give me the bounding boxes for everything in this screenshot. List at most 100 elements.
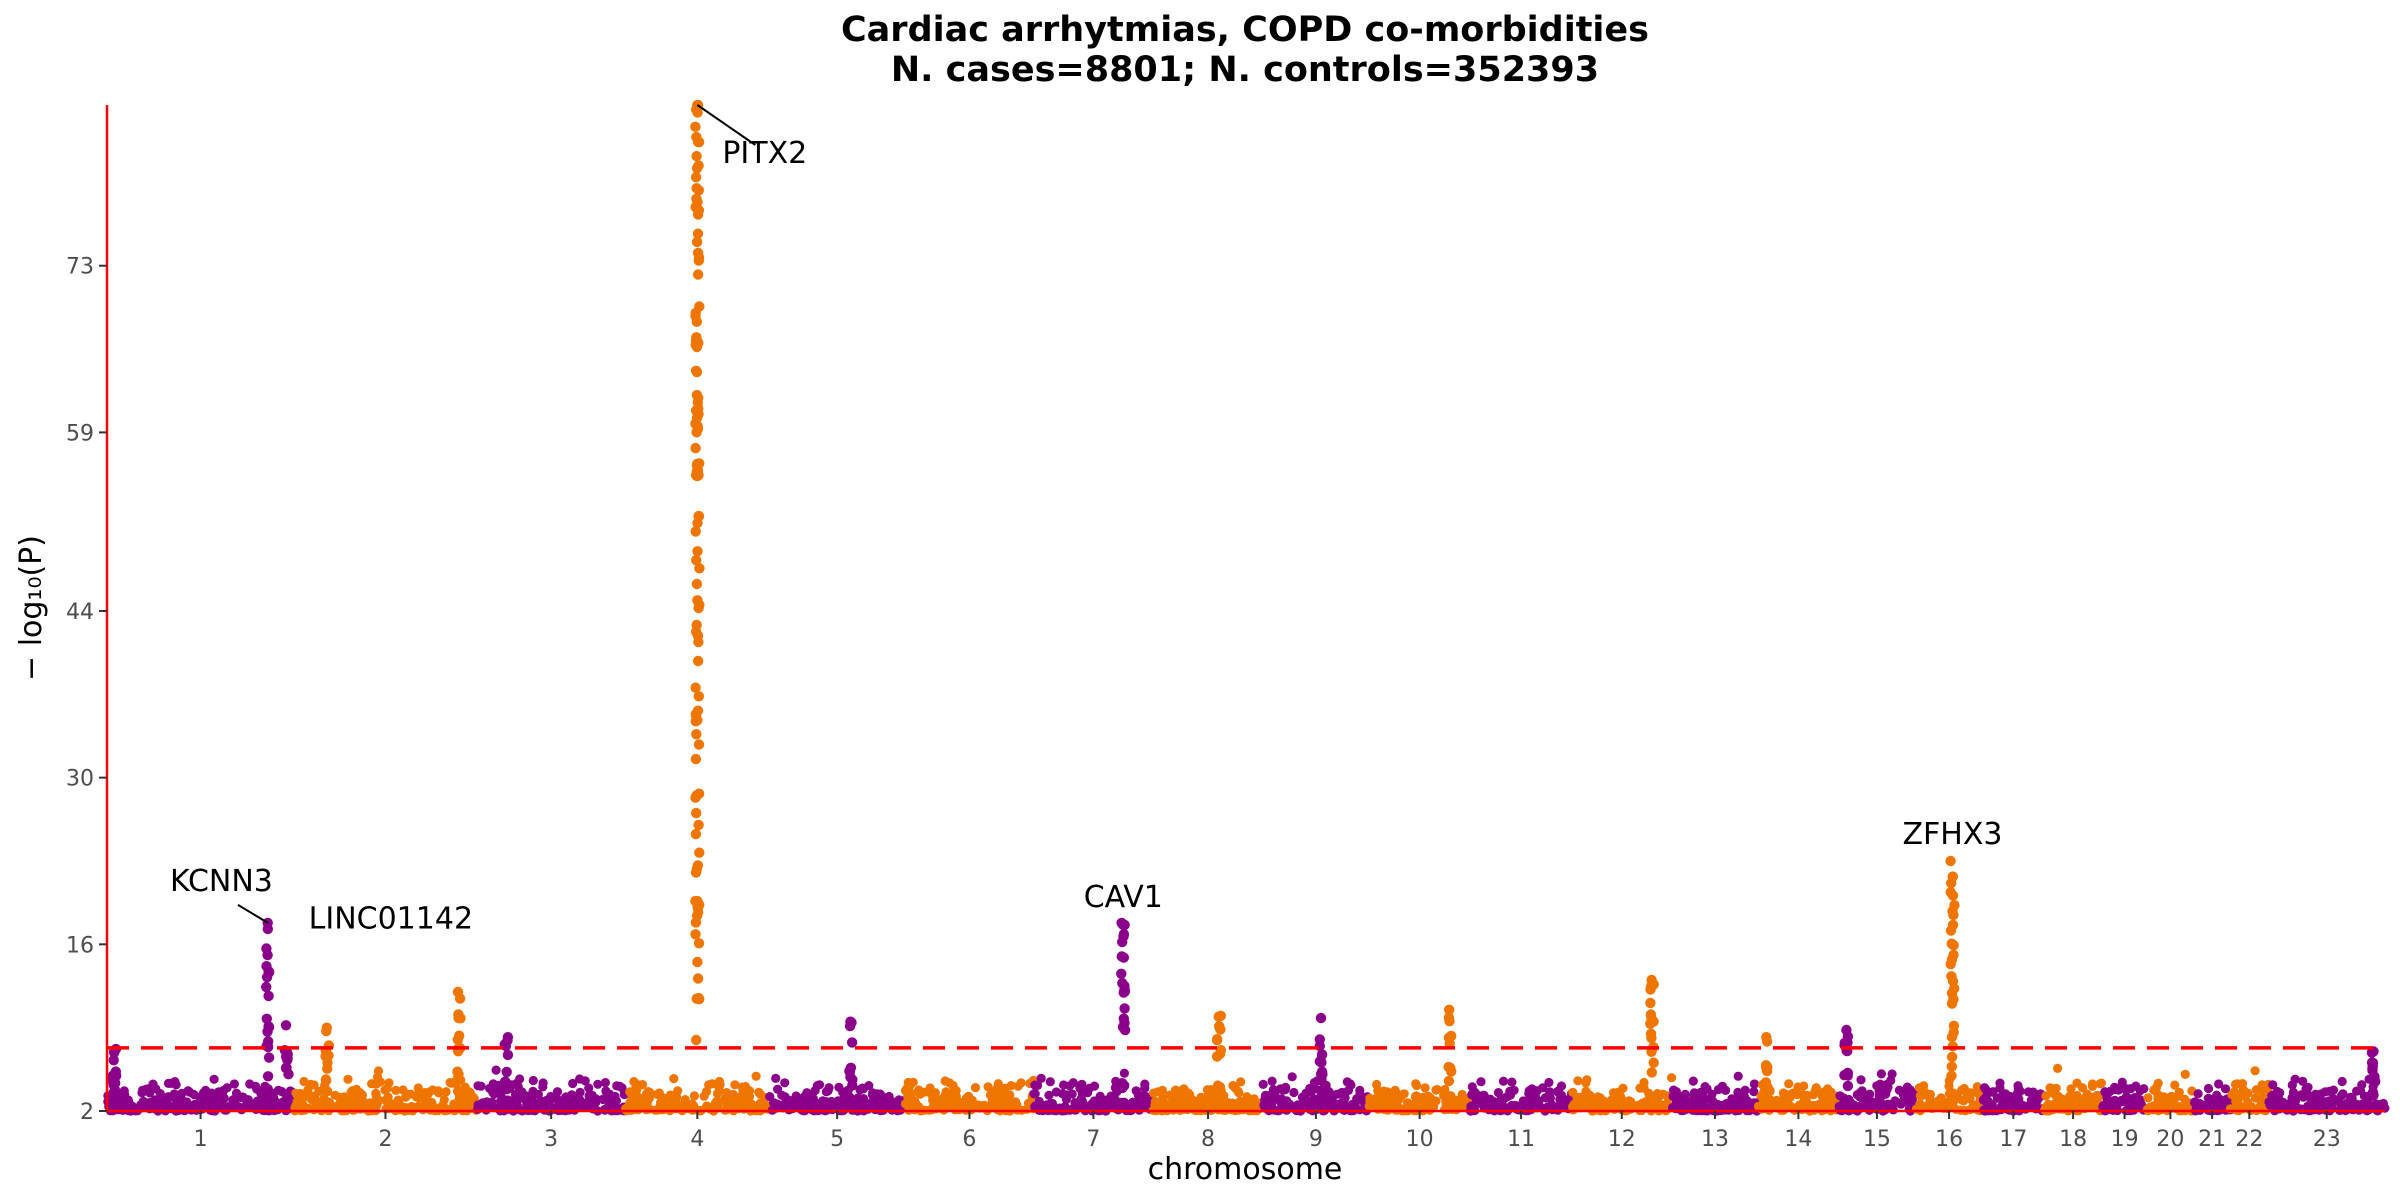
- snp-point: [926, 1086, 936, 1096]
- snp-point: [1544, 1077, 1554, 1088]
- snp-point: [1337, 1104, 1347, 1114]
- snp-point: [1140, 1079, 1150, 1089]
- snp-point: [2362, 1097, 2372, 1107]
- snp-point: [1688, 1076, 1698, 1086]
- snp-point: [1727, 1094, 1737, 1104]
- snp-point: [780, 1078, 790, 1088]
- snp-point: [393, 1095, 403, 1105]
- snp-point: [1948, 1020, 1960, 1031]
- snp-point: [693, 136, 705, 148]
- snp-point: [1287, 1072, 1297, 1082]
- x-tick-label: 10: [1406, 1127, 1434, 1152]
- snp-point: [1702, 1084, 1712, 1094]
- snp-point: [2352, 1086, 2362, 1096]
- snp-point: [691, 163, 703, 174]
- snp-point: [1212, 1093, 1224, 1104]
- snp-point: [847, 1080, 858, 1091]
- snp-point: [1759, 1078, 1770, 1090]
- gene-label: CAV1: [1084, 880, 1163, 915]
- snp-point: [1856, 1075, 1866, 1085]
- snp-point: [1992, 1093, 2003, 1103]
- snp-point: [169, 1089, 179, 1099]
- snp-point: [502, 1049, 514, 1061]
- snp-point: [2343, 1098, 2353, 1108]
- snp-point: [1733, 1071, 1743, 1081]
- snp-point: [1613, 1087, 1623, 1097]
- snp-point: [1645, 1018, 1656, 1029]
- snp-point: [2130, 1092, 2140, 1103]
- snp-point: [1432, 1085, 1442, 1095]
- snp-point: [2324, 1086, 2334, 1096]
- snp-point: [2041, 1091, 2051, 1101]
- snp-point: [1532, 1086, 1542, 1096]
- snp-point: [1949, 900, 1960, 911]
- snp-point: [1443, 1032, 1455, 1044]
- snp-point: [1119, 1068, 1129, 1078]
- snp-point: [931, 1096, 942, 1106]
- snp-point: [1857, 1086, 1867, 1096]
- snp-point: [845, 1062, 857, 1074]
- snp-point: [2366, 1057, 2378, 1068]
- snp-point: [251, 1081, 261, 1091]
- snp-point: [119, 1086, 129, 1096]
- snp-point: [261, 1085, 272, 1096]
- snp-point: [1095, 1091, 1105, 1101]
- snp-point: [1947, 890, 1959, 901]
- snp-point: [482, 1097, 492, 1107]
- snp-point: [1182, 1102, 1192, 1112]
- snp-point: [1823, 1084, 1833, 1094]
- snp-point: [513, 1081, 523, 1091]
- snp-point: [1817, 1104, 1827, 1114]
- snp-point: [2117, 1077, 2127, 1087]
- snp-point: [740, 1093, 751, 1104]
- snp-point: [2335, 1105, 2345, 1115]
- snp-point: [663, 1099, 673, 1109]
- snp-point: [1153, 1087, 1163, 1097]
- snp-point: [145, 1097, 155, 1107]
- snp-point: [568, 1078, 578, 1089]
- snp-point: [2153, 1089, 2163, 1099]
- snp-point: [2023, 1087, 2033, 1097]
- snp-point: [994, 1099, 1004, 1110]
- gene-label: ZFHX3: [1902, 817, 2002, 852]
- snp-point: [669, 1074, 679, 1084]
- snp-point: [217, 1089, 227, 1099]
- snp-point: [2193, 1089, 2203, 1099]
- snp-point: [1030, 1089, 1040, 1099]
- snp-point: [1902, 1082, 1912, 1092]
- snp-point: [654, 1088, 664, 1098]
- snp-point: [2057, 1097, 2067, 1107]
- snp-point: [2100, 1087, 2110, 1097]
- snp-point: [593, 1079, 603, 1089]
- snp-point: [690, 929, 701, 940]
- snp-point: [2135, 1102, 2145, 1112]
- snp-point: [108, 1055, 119, 1066]
- snp-point: [1657, 1100, 1667, 1111]
- snp-point: [1315, 1012, 1327, 1024]
- snp-point: [209, 1074, 219, 1084]
- snp-point: [1259, 1100, 1269, 1110]
- snp-point: [586, 1101, 597, 1111]
- snp-point: [1959, 1083, 1969, 1094]
- snp-point: [2232, 1079, 2242, 1089]
- snp-point: [752, 1101, 762, 1111]
- snp-point: [320, 1074, 332, 1085]
- snp-point: [690, 867, 702, 878]
- x-tick-label: 11: [1507, 1127, 1535, 1152]
- snp-point: [2269, 1102, 2279, 1112]
- snp-point: [1808, 1100, 1818, 1110]
- snp-point: [1119, 980, 1130, 992]
- snp-point: [1749, 1087, 1759, 1097]
- x-tick-label: 20: [2156, 1127, 2184, 1152]
- snp-point: [694, 563, 705, 574]
- snp-point: [844, 1094, 856, 1106]
- snp-point: [712, 1088, 723, 1099]
- snp-point: [1988, 1087, 1998, 1097]
- snp-point: [166, 1078, 176, 1088]
- snp-point: [277, 1087, 287, 1097]
- snp-point: [1118, 931, 1129, 942]
- snp-point: [1887, 1069, 1897, 1079]
- snp-point: [1118, 1013, 1130, 1024]
- chart-title-line-1: Cardiac arrhytmias, COPD co-morbidities: [841, 10, 1649, 50]
- snp-point: [690, 526, 701, 537]
